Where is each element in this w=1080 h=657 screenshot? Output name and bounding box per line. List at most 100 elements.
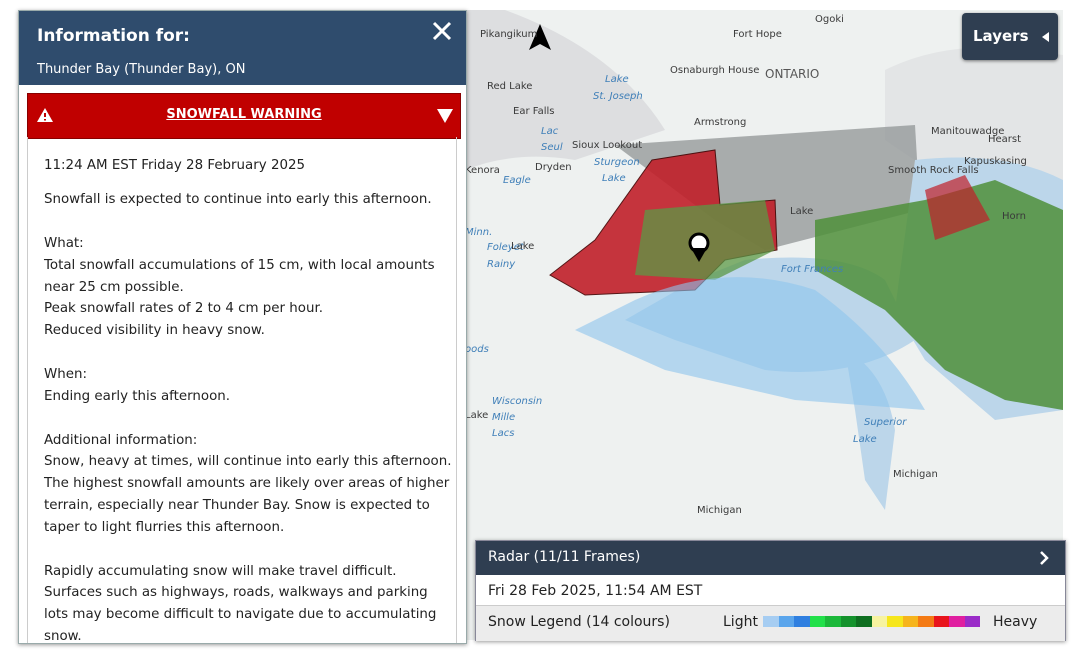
text-line: taper to light flurries this afternoon. — [44, 519, 285, 535]
legend-swatch — [964, 616, 980, 627]
panel-header: Information for: Thunder Bay (Thunder Ba… — [19, 11, 466, 85]
map-label: Eagle — [503, 175, 531, 186]
legend-swatch — [918, 616, 934, 627]
paragraph: Snowfall is expected to continue into ea… — [44, 189, 456, 211]
map: Ogoki Pikangikum Fort Hope Red Lake Lake St. … — [465, 10, 1063, 640]
legend-low: Light — [723, 614, 758, 630]
map-label: Lacs — [492, 428, 514, 439]
map-label: Ear Falls — [513, 106, 554, 117]
map-label: Lac — [541, 126, 559, 137]
legend-swatches — [763, 616, 980, 627]
panel-location: Thunder Bay (Thunder Bay), ON — [37, 62, 246, 77]
legend-swatch — [887, 616, 903, 627]
map-label: Hearst — [988, 134, 1021, 145]
map-label: Armstrong — [694, 117, 746, 128]
paragraph: Rapidly accumulating snow will make trav… — [44, 561, 456, 644]
map-label: Mille — [492, 412, 515, 423]
text-line: lots may become difficult to navigate du… — [44, 607, 437, 623]
warning-bar[interactable]: SNOWFALL WARNING — [27, 93, 461, 139]
legend-swatch — [794, 616, 810, 627]
text-line: snow. — [44, 629, 82, 644]
map-label: ONTARIO — [765, 67, 819, 81]
text-line: What: — [44, 236, 84, 252]
layers-button[interactable]: Layers — [962, 13, 1058, 60]
info-panel: Information for: Thunder Bay (Thunder Ba… — [18, 10, 467, 644]
map-label: Kapuskasing — [964, 156, 1027, 167]
text-line: Surfaces such as highways, roads, walkwa… — [44, 585, 428, 601]
map-label: Rainy — [487, 259, 516, 270]
legend-swatch — [809, 616, 825, 627]
radar-arrow[interactable] — [1039, 551, 1049, 565]
legend-swatch — [825, 616, 841, 627]
radar-panel: Radar (11/11 Frames) Fri 28 Feb 2025, 11… — [475, 540, 1066, 641]
map-label: St. Joseph — [593, 91, 643, 102]
radar-time: Fri 28 Feb 2025, 11:54 AM EST — [488, 583, 703, 599]
map-label: Superior — [864, 417, 907, 428]
location-pin — [691, 248, 707, 262]
legend-swatch — [778, 616, 794, 627]
layers-label[interactable]: Layers — [973, 27, 1029, 45]
legend-high: Heavy — [993, 614, 1038, 630]
map-label: Wisconsin — [492, 396, 542, 407]
legend-swatch — [902, 616, 918, 627]
paragraph: Additional information: Snow, heavy at ti… — [44, 430, 456, 539]
text-line: Snowfall is expected to continue into ea… — [44, 192, 432, 208]
map-label: Foleyet — [487, 242, 525, 253]
layers-arrow — [1042, 32, 1049, 42]
legend-title: Snow Legend (14 colours) — [488, 614, 670, 630]
map-label: Michigan — [893, 469, 938, 480]
legend-swatch — [871, 616, 887, 627]
map-label: Seul — [541, 142, 563, 153]
text-line: Ending early this afternoon. — [44, 388, 231, 404]
map-label: Manitouwadge — [931, 126, 1004, 137]
map-label: Smooth Rock Falls — [888, 165, 979, 176]
panel-title: Information for: — [37, 26, 190, 46]
map-label: Pikangikum — [480, 29, 537, 40]
map-label: Fort Hope — [733, 29, 782, 40]
legend-swatch — [949, 616, 965, 627]
text-line: Snow, heavy at times, will continue into… — [44, 454, 452, 470]
close-button[interactable] — [432, 21, 452, 41]
radar-echo — [925, 175, 990, 240]
legend-swatch — [933, 616, 949, 627]
map-label: Lake — [853, 434, 877, 445]
legend-row: Snow Legend (14 colours) Light Heavy — [476, 605, 1065, 641]
map-label: Lake — [602, 173, 626, 184]
paragraph: When: Ending early this afternoon. — [44, 364, 456, 408]
text-line: When: — [44, 367, 87, 383]
map-label: Fort Frances — [781, 264, 843, 275]
map-label: Lake — [790, 206, 813, 217]
radar-echo — [815, 180, 1063, 410]
radar-header[interactable]: Radar (11/11 Frames) — [476, 541, 1065, 575]
map-label: Minn. — [465, 227, 492, 238]
text-line: Total snowfall accumulations of 15 cm, w… — [44, 257, 435, 273]
map-label: ch — [465, 10, 477, 13]
text-line: The highest snowfall amounts are likely … — [44, 476, 450, 492]
north-arrow[interactable] — [529, 24, 551, 50]
paragraph: 11:24 AM EST Friday 28 February 2025 — [44, 155, 456, 177]
radar-title[interactable]: Radar (11/11 Frames) — [488, 549, 641, 565]
map-label: Lake — [605, 74, 629, 85]
text-line: Rapidly accumulating snow will make trav… — [44, 563, 397, 579]
map-label: Dryden — [535, 162, 572, 173]
map-label: Sioux Lookout — [572, 140, 642, 151]
map-label: Osnaburgh House — [670, 65, 759, 76]
legend-swatch — [840, 616, 856, 627]
legend-swatch — [763, 616, 779, 627]
map-label: oods — [465, 344, 489, 355]
text-line: near 25 cm possible. — [44, 279, 184, 295]
text-line: Peak snowfall rates of 2 to 4 cm per hou… — [44, 301, 323, 317]
text-line: terrain, especially near Thunder Bay. Sn… — [44, 498, 430, 514]
map-label: Lake — [465, 410, 488, 421]
map-label: Kenora — [465, 165, 500, 176]
expand-icon[interactable] — [436, 108, 454, 124]
map-label: Ogoki — [815, 14, 844, 25]
text-line: 11:24 AM EST Friday 28 February 2025 — [44, 158, 306, 173]
warning-title[interactable]: SNOWFALL WARNING — [166, 107, 322, 122]
map-label: Horn — [1002, 211, 1026, 222]
text-line: Additional information: — [44, 432, 198, 448]
radar-coverage — [465, 10, 665, 170]
paragraph: What: Total snowfall accumulations of 15 … — [44, 233, 456, 342]
warning-icon — [37, 108, 53, 122]
